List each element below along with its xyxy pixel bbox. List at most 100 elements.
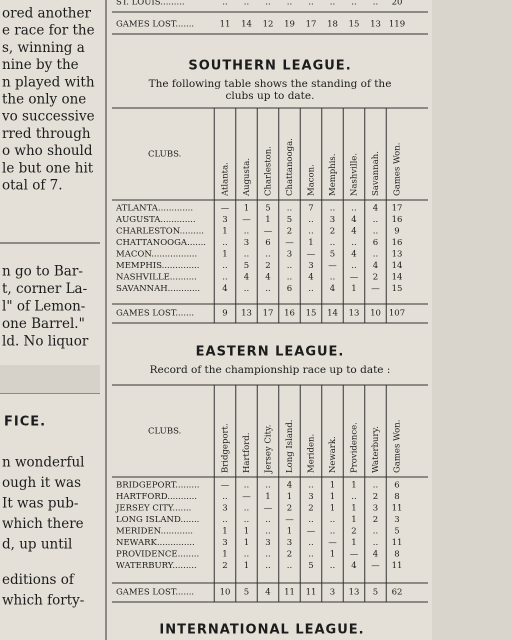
table-cell: 2 bbox=[287, 227, 292, 237]
table-cell: — bbox=[242, 492, 251, 502]
table-cell: 7 bbox=[308, 204, 313, 214]
subtitle: Record of the championship race up to da… bbox=[150, 364, 391, 376]
table-cell: 4 bbox=[287, 481, 292, 491]
table-cell: 4 bbox=[373, 204, 378, 214]
subtitle: clubs up to date. bbox=[226, 90, 315, 102]
table-cell: .. bbox=[244, 550, 249, 560]
table-cell: 4 bbox=[265, 273, 270, 283]
table-cell: .. bbox=[265, 527, 270, 537]
table-cell: .. bbox=[244, 504, 249, 514]
table-cell: 4 bbox=[373, 550, 378, 560]
column-line: which forty- bbox=[2, 593, 84, 609]
column-line: n played with bbox=[2, 74, 95, 90]
table-cell: 20 bbox=[392, 0, 403, 8]
league-title: SOUTHERN LEAGUE. bbox=[188, 59, 351, 74]
column-header: Atlanta. bbox=[221, 162, 231, 197]
column-line: the only one bbox=[2, 92, 86, 108]
table-cell: 2 bbox=[287, 504, 292, 514]
row-label: MACON................. bbox=[116, 250, 197, 260]
table-cell: 5 bbox=[287, 215, 292, 225]
table-cell: 1 bbox=[222, 527, 227, 537]
row-label: GAMES LOST....... bbox=[116, 20, 194, 30]
table-cell: 5 bbox=[265, 204, 270, 214]
column-header: Savannah. bbox=[371, 151, 381, 196]
table-cell: .. bbox=[351, 238, 356, 248]
table-cell: 3 bbox=[287, 250, 292, 260]
row-label: WATERBURY......... bbox=[116, 561, 197, 571]
table-cell: 3 bbox=[330, 215, 335, 225]
column-heading: FICE. bbox=[4, 415, 46, 430]
table-cell: 11 bbox=[392, 538, 403, 548]
table-cell: — bbox=[285, 515, 294, 525]
table-cell: .. bbox=[330, 204, 335, 214]
table-cell: 5 bbox=[394, 527, 399, 537]
table-cell: .. bbox=[330, 273, 335, 283]
column-line: ored another bbox=[2, 6, 91, 22]
column-header: Games Won. bbox=[393, 420, 403, 473]
league-title: INTERNATIONAL LEAGUE. bbox=[159, 623, 364, 638]
table-cell: 2 bbox=[308, 504, 313, 514]
table-cell: — bbox=[307, 527, 316, 537]
table-cell: 3 bbox=[222, 538, 227, 548]
table-cell: 8 bbox=[394, 492, 399, 502]
table-cell: .. bbox=[265, 561, 270, 571]
column-header: Providence. bbox=[350, 422, 360, 473]
table-cell: 4 bbox=[265, 588, 270, 598]
table-cell: 1 bbox=[351, 481, 356, 491]
table-cell: 16 bbox=[284, 309, 295, 319]
table-cell: 1 bbox=[287, 527, 292, 537]
table-cell: .. bbox=[287, 261, 292, 271]
table-cell: — bbox=[328, 538, 337, 548]
table-cell: .. bbox=[244, 0, 249, 8]
column-header: Augusta. bbox=[242, 158, 252, 197]
table-cell: 1 bbox=[351, 284, 356, 294]
table-cell: 1 bbox=[308, 238, 313, 248]
table-cell: 3 bbox=[308, 492, 313, 502]
table-cell: 9 bbox=[394, 227, 399, 237]
table-cell: .. bbox=[308, 227, 313, 237]
table-cell: 4 bbox=[351, 215, 356, 225]
table-cell: 1 bbox=[351, 515, 356, 525]
table-cell: .. bbox=[244, 250, 249, 260]
clubs-header: CLUBS. bbox=[148, 427, 181, 437]
column-line: nine by the bbox=[2, 57, 79, 73]
column-line: which there bbox=[2, 516, 84, 532]
table-cell: .. bbox=[265, 515, 270, 525]
row-label: GAMES LOST....... bbox=[116, 588, 194, 598]
table-cell: 11 bbox=[306, 588, 317, 598]
column-header: Jersey City. bbox=[264, 425, 274, 474]
column-line: o who should bbox=[2, 143, 93, 159]
table-cell: .. bbox=[222, 0, 227, 8]
column-line: t, corner La- bbox=[2, 281, 87, 297]
table-cell: 1 bbox=[330, 481, 335, 491]
table-cell: 11 bbox=[392, 504, 403, 514]
table-cell: .. bbox=[330, 515, 335, 525]
table-cell: 13 bbox=[349, 309, 360, 319]
row-label: LONG ISLAND....... bbox=[116, 515, 199, 525]
column-line: It was pub- bbox=[2, 496, 78, 512]
table-cell: — bbox=[328, 261, 337, 271]
table-cell: .. bbox=[287, 273, 292, 283]
table-cell: 3 bbox=[244, 238, 249, 248]
table-cell: 4 bbox=[308, 273, 313, 283]
column-line: e race for the bbox=[2, 23, 95, 39]
table-cell: 6 bbox=[394, 481, 399, 491]
column-header: Waterbury. bbox=[371, 426, 381, 473]
column-line: l" of Lemon- bbox=[2, 299, 85, 315]
table-cell: 1 bbox=[330, 550, 335, 560]
table-cell: 4 bbox=[351, 250, 356, 260]
table-cell: 3 bbox=[373, 504, 378, 514]
table-cell: 15 bbox=[306, 309, 317, 319]
table-cell: 3 bbox=[222, 504, 227, 514]
column-header: Nashville. bbox=[350, 153, 360, 196]
table-cell: 2 bbox=[287, 550, 292, 560]
table-cell: — bbox=[221, 481, 230, 491]
table-cell: .. bbox=[244, 515, 249, 525]
table-cell: .. bbox=[373, 227, 378, 237]
table-cell: 17 bbox=[306, 20, 317, 30]
table-cell: 2 bbox=[265, 261, 270, 271]
table-cell: .. bbox=[373, 0, 378, 8]
table-cell: 11 bbox=[220, 20, 231, 30]
